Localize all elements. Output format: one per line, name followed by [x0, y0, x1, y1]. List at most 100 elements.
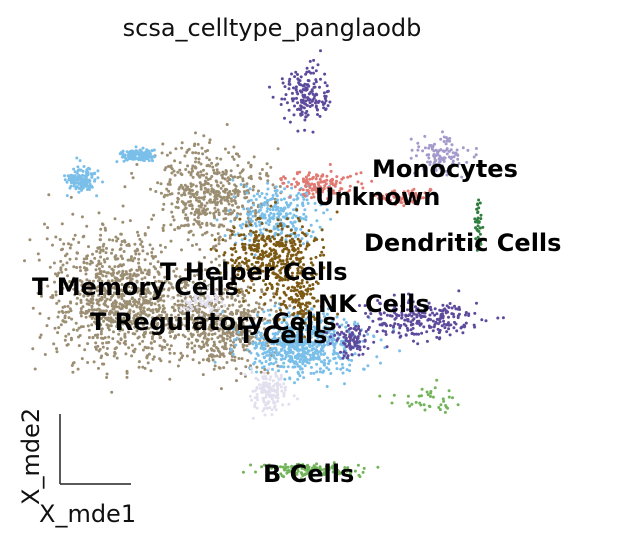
data-point — [121, 328, 125, 332]
data-point — [224, 320, 227, 324]
data-point — [184, 324, 188, 328]
data-point — [130, 354, 134, 358]
data-point — [326, 307, 330, 311]
data-point — [245, 195, 249, 199]
data-point — [270, 249, 273, 253]
data-point — [77, 190, 81, 194]
data-point — [291, 322, 294, 326]
data-point — [67, 316, 71, 320]
data-point — [214, 193, 218, 197]
data-point — [139, 294, 143, 298]
data-point — [153, 302, 157, 306]
data-point — [257, 330, 261, 334]
data-point — [72, 265, 76, 269]
data-point — [155, 330, 159, 334]
data-point — [183, 188, 186, 192]
data-point — [314, 208, 318, 212]
data-point — [107, 292, 111, 296]
data-point — [266, 203, 270, 207]
data-point — [101, 248, 105, 252]
data-point — [294, 214, 298, 218]
data-point — [206, 178, 210, 181]
data-point — [294, 344, 298, 348]
data-point — [225, 315, 229, 319]
data-point — [121, 321, 125, 325]
data-point — [206, 207, 209, 211]
data-point — [254, 301, 258, 305]
data-point — [301, 188, 305, 192]
data-point — [37, 258, 41, 262]
data-point — [147, 273, 151, 276]
data-point — [146, 321, 149, 325]
chart-title: scsa_celltype_panglaodb — [123, 14, 422, 42]
data-point — [292, 239, 296, 243]
data-point — [476, 220, 480, 224]
data-point — [213, 360, 217, 364]
data-point — [210, 187, 214, 191]
data-point — [292, 394, 296, 398]
data-point — [151, 159, 154, 163]
data-point — [70, 317, 74, 321]
data-point — [142, 309, 145, 313]
data-point — [139, 158, 143, 162]
data-point — [65, 180, 69, 184]
data-point — [249, 174, 253, 178]
data-point — [259, 177, 263, 181]
data-point — [295, 314, 299, 318]
data-point — [262, 203, 266, 207]
data-point — [362, 466, 366, 470]
data-point — [215, 249, 218, 253]
data-point — [274, 185, 278, 189]
data-point — [208, 211, 212, 215]
data-point — [223, 190, 227, 194]
data-point — [119, 338, 123, 342]
data-point — [298, 348, 302, 352]
data-point — [312, 351, 316, 355]
data-point — [203, 279, 207, 283]
data-point — [64, 310, 68, 314]
data-point — [205, 341, 208, 345]
data-point — [99, 255, 103, 259]
data-point — [283, 377, 287, 381]
data-point — [164, 166, 168, 170]
data-point — [279, 177, 283, 181]
data-point — [326, 104, 330, 108]
data-point — [184, 213, 188, 217]
data-point — [262, 244, 266, 248]
data-point — [307, 79, 311, 83]
data-point — [233, 233, 237, 237]
data-point — [239, 264, 243, 268]
data-point — [102, 289, 106, 292]
data-point — [203, 204, 207, 208]
data-point — [281, 342, 285, 346]
data-point — [236, 164, 240, 167]
data-point — [113, 299, 117, 303]
data-point — [88, 284, 91, 287]
data-point — [247, 291, 251, 295]
data-point — [149, 303, 153, 307]
data-point — [279, 377, 283, 381]
data-point — [130, 322, 134, 326]
data-point — [297, 372, 300, 376]
data-point — [304, 72, 308, 76]
data-point — [280, 77, 284, 81]
data-point — [265, 209, 269, 213]
data-point — [186, 218, 190, 222]
data-point — [280, 331, 284, 335]
data-point — [205, 358, 209, 362]
data-point — [450, 143, 454, 147]
data-point — [173, 159, 177, 163]
data-point — [85, 261, 89, 265]
data-point — [169, 335, 173, 338]
data-point — [131, 176, 135, 180]
data-point — [38, 336, 42, 339]
data-point — [77, 168, 81, 172]
data-point — [88, 279, 92, 283]
data-point — [278, 185, 282, 188]
data-point — [159, 191, 163, 195]
data-point — [326, 326, 330, 330]
data-point — [249, 351, 253, 355]
data-point — [181, 312, 185, 316]
data-point — [290, 345, 294, 349]
data-point — [262, 227, 266, 231]
